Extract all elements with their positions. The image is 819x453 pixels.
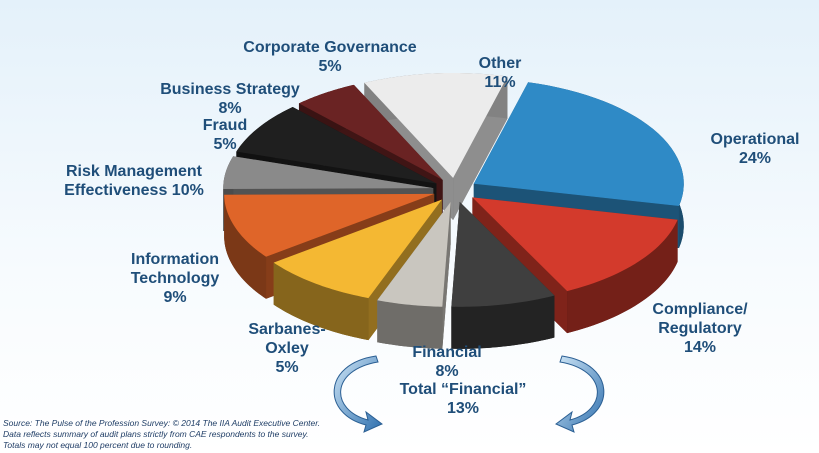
category-name: Corporate Governance	[243, 39, 417, 56]
slice-top	[364, 72, 508, 178]
value-label: 8%	[435, 363, 459, 380]
value-label: 11%	[484, 74, 516, 91]
category-name: Business Strategy	[160, 81, 300, 98]
source-note: Source: The Pulse of the Profession Surv…	[3, 418, 320, 451]
arrow-left	[333, 355, 383, 433]
slice-side	[273, 262, 369, 341]
slice-top	[236, 106, 437, 184]
slice-label: Corporate Governance 5%	[230, 38, 430, 76]
category-name: Other	[478, 55, 522, 72]
value-label: 5%	[213, 136, 237, 153]
arrow-right	[555, 355, 605, 433]
value-label: 10%	[171, 182, 204, 199]
annotation-label: Total “Financial”	[399, 381, 527, 398]
category-name: Compliance/ Regulatory	[652, 301, 748, 337]
slice-label: Business Strategy 8%	[150, 80, 310, 118]
slice-label: Other 11%	[440, 54, 560, 92]
slice-label: Operational 24%	[690, 130, 819, 168]
slice-top	[377, 201, 451, 307]
slice-side	[567, 219, 678, 334]
slice-label: Risk Management Effectiveness 10%	[44, 162, 224, 200]
source-line: Data reflects summary of audit plans str…	[3, 429, 309, 439]
category-name: Information Technology	[130, 251, 220, 287]
slice-label: Financial 8%	[387, 343, 507, 381]
value-label: 9%	[163, 289, 187, 306]
source-line: Source: The Pulse of the Profession Surv…	[3, 418, 321, 428]
annotation-value: 13%	[446, 400, 480, 417]
slice-label: Fraud 5%	[190, 116, 260, 154]
slice-top	[298, 84, 443, 180]
slice-top	[473, 82, 684, 207]
category-name: Financial	[412, 344, 482, 361]
slice-top	[223, 156, 434, 190]
slice-top	[451, 201, 555, 307]
category-name: Fraud	[202, 117, 248, 134]
slice-side	[377, 300, 443, 349]
value-label: 24%	[738, 150, 772, 167]
value-label: 5%	[318, 58, 342, 75]
slice-label: Information Technology 9%	[115, 250, 235, 307]
slice-top	[224, 193, 435, 257]
slice-side	[451, 295, 555, 349]
slice-top	[472, 197, 678, 292]
value-label: 14%	[683, 339, 717, 356]
slice-label: Sarbanes-Oxley 5%	[237, 320, 337, 377]
source-line: Totals may not equal 100 percent due to …	[3, 440, 193, 450]
annotation: Total “Financial” 13%	[388, 380, 538, 418]
slice-top	[273, 199, 442, 299]
slice-side	[224, 194, 267, 299]
category-name: Sarbanes-Oxley	[248, 321, 326, 357]
slice	[451, 201, 555, 349]
value-label: 8%	[218, 100, 242, 117]
category-name: Risk Management Effectiveness	[64, 163, 203, 199]
value-label: 5%	[275, 359, 299, 376]
slice-label: Compliance/ Regulatory 14%	[640, 300, 760, 357]
category-name: Operational	[710, 131, 800, 148]
slice	[377, 201, 451, 349]
